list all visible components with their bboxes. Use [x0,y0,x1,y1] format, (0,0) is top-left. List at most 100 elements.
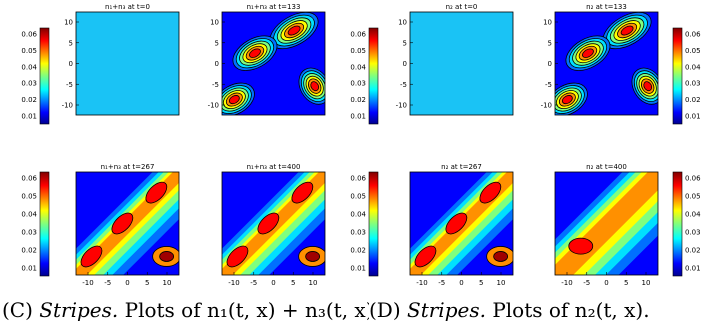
caption-right-text: Plots of n₂(t, x). [492,298,650,322]
panel-title: n₁+n₃ at t=0 [105,3,150,11]
blob-level [228,95,240,105]
colorbar-tick-label: 0.04 [685,63,701,71]
colorbar-tick-label: 0.04 [21,63,37,71]
colorbar-tick-label: 0.01 [685,265,701,273]
caption-left-text: Plots of n₁(t, x) + n₃(t, x). [124,298,380,322]
x-tick-label: 10 [309,279,318,287]
panel-title: n₂ at t=400 [586,163,627,171]
colorbar-tick-label: 0.05 [350,193,366,201]
colorbar: 0.06 0.05 0.04 0.03 0.02 0.01 [350,171,379,277]
colorbar-tick-label: 0.02 [685,96,701,104]
y-tick-label: -10 [396,102,407,110]
colorbar-gradient [672,171,683,277]
colorbar-tick-label: 0.04 [21,211,37,219]
colorbar-tick-label: 0.03 [21,229,37,237]
colorbar-tick-label: 0.05 [21,193,37,201]
panel-3: n₁+n₃ at t=267-10 -5 0 5 100.060.050.040.030… [21,163,180,287]
x-tick-label: 5 [145,279,149,287]
x-tick-label: 0 [604,279,608,287]
colorbar: 0.06 0.05 0.04 0.03 0.02 0.01 [21,27,50,125]
blob-level [582,48,594,58]
caption-left-letter: (C) [2,298,33,322]
y-tick-label: 5 [548,39,552,47]
colorbar-tick-label: 0.02 [350,96,366,104]
y-tick-label: 10 [543,19,552,27]
colorbar-gradient [368,171,379,277]
blob-level [310,81,320,92]
y-tick-label: 5 [69,39,73,47]
heatmap [75,171,180,276]
heatmap-content [76,172,179,275]
x-tick-label: 10 [497,279,506,287]
stripe-peak [111,212,134,235]
colorbar: 0.06 0.05 0.04 0.03 0.02 0.01 [21,171,50,277]
y-tick-label: -10 [208,102,219,110]
colorbar-tick-label: 0.02 [21,247,37,255]
panel-5: n₂ at t=01050-5-100.060.050.040.030.020.… [350,3,514,125]
x-tick-label: -5 [583,279,590,287]
stripe-peak [226,245,249,268]
heatmap [221,11,326,116]
x-tick-label: -10 [561,279,572,287]
panel-1: n₁+n₃ at t=01050-5-100.060.050.040.030.0… [21,3,180,125]
y-tick-label: -5 [545,81,552,89]
y-tick-label: 10 [64,19,73,27]
colorbar-tick-label: 0.01 [350,265,366,273]
colorbar-tick-label: 0.06 [350,175,366,183]
colorbar-tick-label: 0.03 [350,229,366,237]
heatmap-content [410,12,513,115]
panel-7: n₂ at t=267 -10 -5 0 5 10 0.06 0.05 0.04 0.03 0.02… [350,163,514,287]
y-tick-label: 5 [215,39,219,47]
x-tick-label: 5 [624,279,628,287]
colorbar-tick-label: 0.02 [350,247,366,255]
panel-title: n₁+n₃ at t=400 [247,163,301,171]
y-tick-label: 0 [215,60,219,68]
colorbar-tick-label: 0.06 [685,175,701,183]
corner-peak [305,251,321,262]
colorbar-tick-label: 0.03 [21,80,37,88]
stripe-band [555,172,658,275]
stripe-peak [445,212,468,235]
x-tick-label: 5 [291,279,295,287]
colorbar-gradient [368,27,379,125]
stripe-peak [145,181,168,204]
colorbar-tick-label: 0.02 [685,247,701,255]
x-tick-label: -10 [228,279,239,287]
colorbar-gradient [39,27,50,125]
x-tick-label: 0 [271,279,275,287]
colorbar-tick-label: 0.01 [21,113,37,121]
colorbar-tick-label: 0.06 [21,175,37,183]
colorbar-gradient [672,27,683,125]
panel-title: n₂ at t=267 [441,163,482,171]
colorbar-tick-label: 0.05 [685,193,701,201]
heatmap-content [76,12,179,115]
y-tick-label: -10 [541,102,552,110]
panel-title: n₁+n₃ at t=267 [101,163,155,171]
y-tick-label: 0 [69,60,73,68]
x-tick-label: -10 [82,279,93,287]
colorbar-tick-label: 0.03 [685,229,701,237]
heatmap [409,171,514,276]
colorbar-tick-label: 0.04 [350,211,366,219]
blob-level [643,81,653,92]
x-tick-label: -5 [250,279,257,287]
blob-level [249,48,261,58]
panel-title: n₂ at t=133 [586,3,627,11]
y-tick-label: 5 [403,39,407,47]
x-tick-label: 5 [479,279,483,287]
blob-level [561,95,573,105]
y-tick-label: -10 [62,102,73,110]
heatmap-content [410,172,513,275]
colorbar-tick-label: 0.06 [21,31,37,39]
stripe-peak [257,212,280,235]
y-tick-label: 10 [210,19,219,27]
x-tick-label: 10 [163,279,172,287]
colorbar-tick-label: 0.02 [21,96,37,104]
heatmap [554,171,659,276]
panel-6: n₂ at t=133 10 5 0 -5 -10 0.06 0.05 0.04 0.03 0.02… [541,3,701,125]
caption-right-letter: (D) [369,298,401,322]
heatmap [221,171,326,276]
caption-right: (D) Stripes. Plots of n₂(t, x). [369,298,650,322]
panel-title: n₂ at t=0 [446,3,478,11]
